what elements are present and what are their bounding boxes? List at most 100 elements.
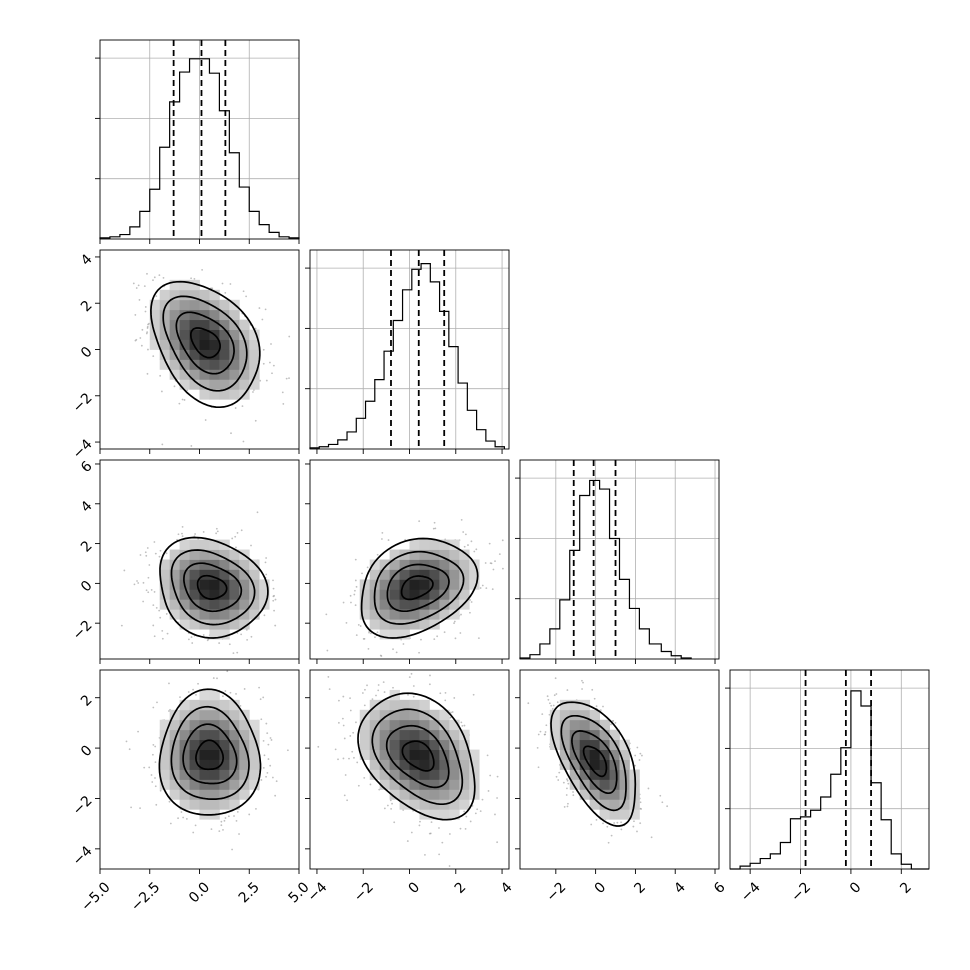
contour-level-0	[196, 574, 228, 600]
scatter-point	[271, 776, 274, 779]
density-cell	[399, 569, 410, 580]
density-cell	[209, 799, 220, 810]
density-cell	[259, 589, 270, 600]
density-cell	[449, 789, 460, 800]
scatter-point	[223, 819, 226, 822]
scatter-point	[496, 841, 499, 844]
density-cell	[179, 349, 190, 360]
density-cell	[199, 609, 210, 620]
histogram-panel-3	[725, 669, 930, 870]
density-cell	[569, 729, 581, 741]
y-tick-label-p1-4: 4	[78, 251, 96, 269]
scatter-point	[161, 443, 164, 446]
scatter-point	[342, 601, 345, 604]
density-cell	[369, 609, 381, 620]
scatter-point	[544, 731, 547, 733]
scatter-point	[325, 613, 328, 616]
scatter-point	[453, 622, 455, 625]
scatter-point	[154, 785, 157, 788]
density-cell	[219, 389, 230, 400]
density-cell	[209, 559, 220, 570]
density-cell	[559, 759, 571, 770]
density-cell	[419, 699, 430, 711]
density-cell	[379, 619, 390, 630]
scatter-point	[337, 758, 339, 761]
density-cell	[459, 569, 470, 580]
density-cell	[379, 589, 390, 600]
scatter-point	[224, 291, 227, 294]
scatter-point	[220, 824, 223, 827]
scatter-point	[337, 721, 340, 724]
scatter-point	[481, 798, 484, 801]
scatter-point	[470, 540, 473, 543]
density-cell	[229, 709, 240, 721]
density-cell	[199, 619, 210, 630]
density-cell	[559, 739, 571, 750]
scatter-point	[355, 585, 358, 588]
density-cell	[369, 739, 381, 750]
density-cell	[179, 759, 190, 770]
density-cell	[169, 719, 180, 731]
density-cell	[179, 279, 190, 291]
scatter-point	[240, 529, 243, 532]
density-cell	[409, 719, 420, 731]
scatter-point	[265, 573, 268, 576]
scatter-point	[190, 277, 192, 280]
scatter-point	[181, 535, 184, 538]
density-cell	[199, 319, 210, 330]
density-cell	[209, 729, 220, 741]
density-cell	[249, 339, 260, 350]
scatter-point	[572, 794, 575, 797]
scatter-point	[288, 335, 291, 338]
scatter-point	[353, 593, 356, 596]
density-cell	[439, 569, 450, 580]
density-cell	[599, 729, 610, 741]
scatter-point	[215, 527, 218, 530]
density-cell	[429, 779, 440, 790]
scatter-point	[565, 794, 568, 796]
density-cell	[179, 549, 190, 560]
density-cell	[379, 739, 390, 750]
scatter-point	[152, 624, 155, 627]
scatter-point	[567, 782, 570, 785]
scatter-point	[267, 758, 270, 760]
scatter-point	[473, 550, 476, 553]
scatter-point	[420, 638, 422, 641]
scatter-point	[581, 688, 583, 690]
density-cell	[199, 709, 210, 721]
density-cell	[459, 559, 470, 570]
y-tick-label-p2-2: 2	[78, 538, 96, 556]
scatter-point	[181, 398, 184, 401]
scatter-point	[146, 331, 149, 334]
density-cell	[379, 569, 390, 580]
density-cell	[419, 709, 430, 721]
scatter-point	[153, 635, 156, 638]
contour-level-1	[571, 730, 618, 795]
density-cell	[209, 689, 220, 701]
density-cell	[439, 709, 450, 721]
density-cell	[189, 549, 200, 560]
density-cell	[589, 799, 600, 810]
contour-level-0	[400, 575, 434, 601]
density-cell	[219, 319, 230, 330]
scatter-point	[153, 591, 156, 593]
density-cell	[239, 349, 250, 360]
scatter-point	[454, 637, 457, 640]
density-cell	[449, 759, 460, 770]
density-cell	[189, 749, 200, 760]
scatter-point	[273, 609, 275, 612]
scatter-point	[463, 724, 466, 727]
density-cell	[149, 309, 161, 321]
scatter-point	[250, 544, 252, 547]
density-cell	[209, 549, 220, 560]
scatter-point	[134, 314, 137, 316]
density-cell	[599, 779, 610, 790]
density-cell	[259, 579, 270, 590]
density-cell	[219, 299, 230, 311]
scatter-point	[634, 754, 637, 757]
density-cell	[219, 569, 230, 580]
density-cell	[219, 799, 230, 810]
density-cell	[229, 789, 240, 800]
scatter-point	[418, 651, 420, 654]
density-cell	[379, 719, 390, 731]
